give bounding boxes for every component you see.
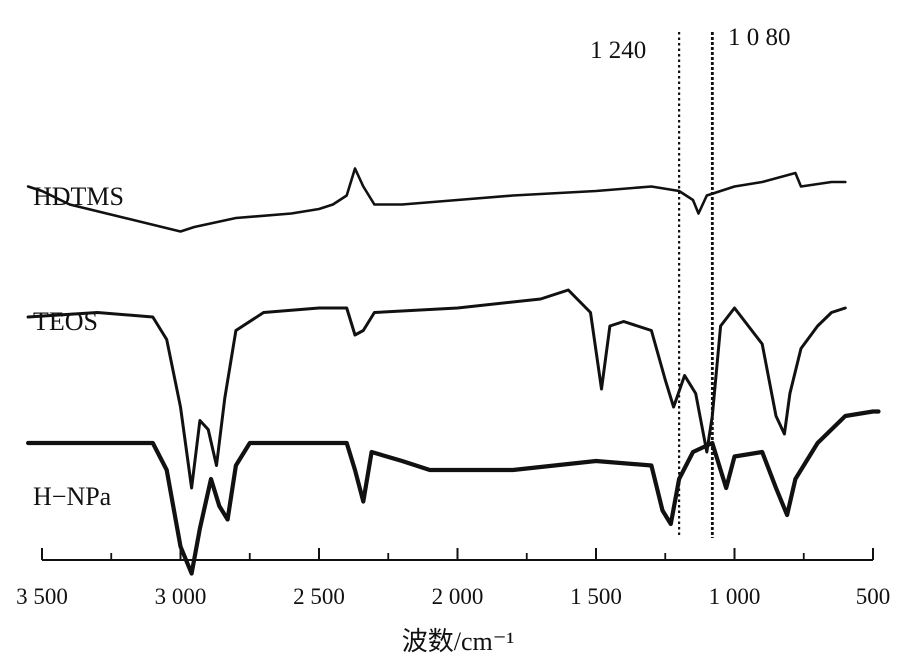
reference-lines (677, 32, 714, 538)
x-tick-label-2: 2 500 (293, 584, 345, 609)
x-tick-label-0: 3 500 (16, 584, 68, 609)
x-axis: 3 500 3 000 2 500 2 000 1 500 1 000 500 (16, 548, 890, 609)
x-tick-label-1: 3 000 (155, 584, 207, 609)
series-line-1 (26, 288, 847, 490)
reference-label-0: 1 240 (590, 37, 646, 64)
x-tick-label-4: 1 500 (570, 584, 622, 609)
series-line-0 (26, 167, 847, 233)
series-label-2: H−NPa (33, 482, 112, 511)
x-tick-label-5: 1 000 (709, 584, 761, 609)
series-label-0: HDTMS (33, 182, 124, 211)
labels: HDTMS TEOS H−NPa 1 240 1 0 80 (33, 24, 791, 511)
x-tick-label-3: 2 000 (432, 584, 484, 609)
x-tick-label-6: 500 (856, 584, 891, 609)
series-line-2 (26, 409, 881, 576)
reference-label-1: 1 0 80 (728, 24, 791, 51)
x-axis-title: 波数/cm⁻¹ (402, 627, 515, 656)
series-layer (26, 167, 881, 576)
series-label-1: TEOS (33, 307, 98, 336)
